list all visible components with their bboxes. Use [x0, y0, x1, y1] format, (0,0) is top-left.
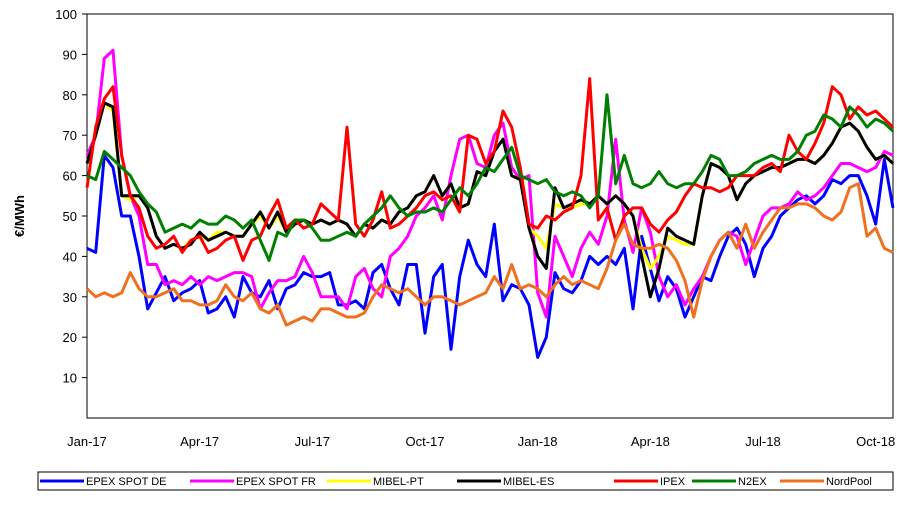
x-tick-label: Apr-18: [631, 434, 670, 449]
x-tick-label: Jul-17: [295, 434, 330, 449]
y-tick-label: 40: [63, 249, 77, 264]
legend-label: N2EX: [738, 476, 767, 488]
legend-label: NordPool: [826, 476, 872, 488]
y-tick-label: 90: [63, 47, 77, 62]
series-line: [85, 182, 894, 327]
series-line: [85, 77, 895, 262]
y-tick-label: 10: [63, 371, 77, 386]
legend-label: IPEX: [660, 476, 686, 488]
x-tick-label: Oct-18: [856, 434, 895, 449]
x-tick-label: Jul-18: [745, 434, 780, 449]
y-tick-label: 50: [63, 209, 77, 224]
series-line: [85, 48, 894, 319]
legend-label: EPEX SPOT FR: [236, 476, 316, 488]
legend-box: [37, 471, 894, 491]
x-tick-label: Apr-17: [180, 434, 219, 449]
y-tick-label: 30: [63, 290, 77, 305]
x-tick-label: Jan-18: [518, 434, 558, 449]
series-line: [85, 101, 895, 299]
legend: EPEX SPOT DE EPEX SPOT FR MIBEL-PT MIBEL-ES…: [40, 476, 872, 488]
x-tick-label: Jan-17: [67, 434, 107, 449]
y-axis-label: €/MWh: [12, 195, 27, 237]
y-tick-label: 60: [63, 169, 77, 184]
y-tick-label: 20: [63, 330, 77, 345]
plot-frame: [86, 13, 894, 419]
y-tick-label: 100: [55, 7, 77, 22]
series-line: [86, 153, 895, 359]
legend-label: MIBEL-ES: [503, 476, 554, 488]
legend-label: EPEX SPOT DE: [86, 476, 167, 488]
y-tick-label: 70: [63, 128, 77, 143]
series-line: [86, 93, 895, 262]
y-tick-label: 80: [63, 88, 77, 103]
x-tick-label: Oct-17: [405, 434, 444, 449]
legend-label: MIBEL-PT: [373, 476, 424, 488]
